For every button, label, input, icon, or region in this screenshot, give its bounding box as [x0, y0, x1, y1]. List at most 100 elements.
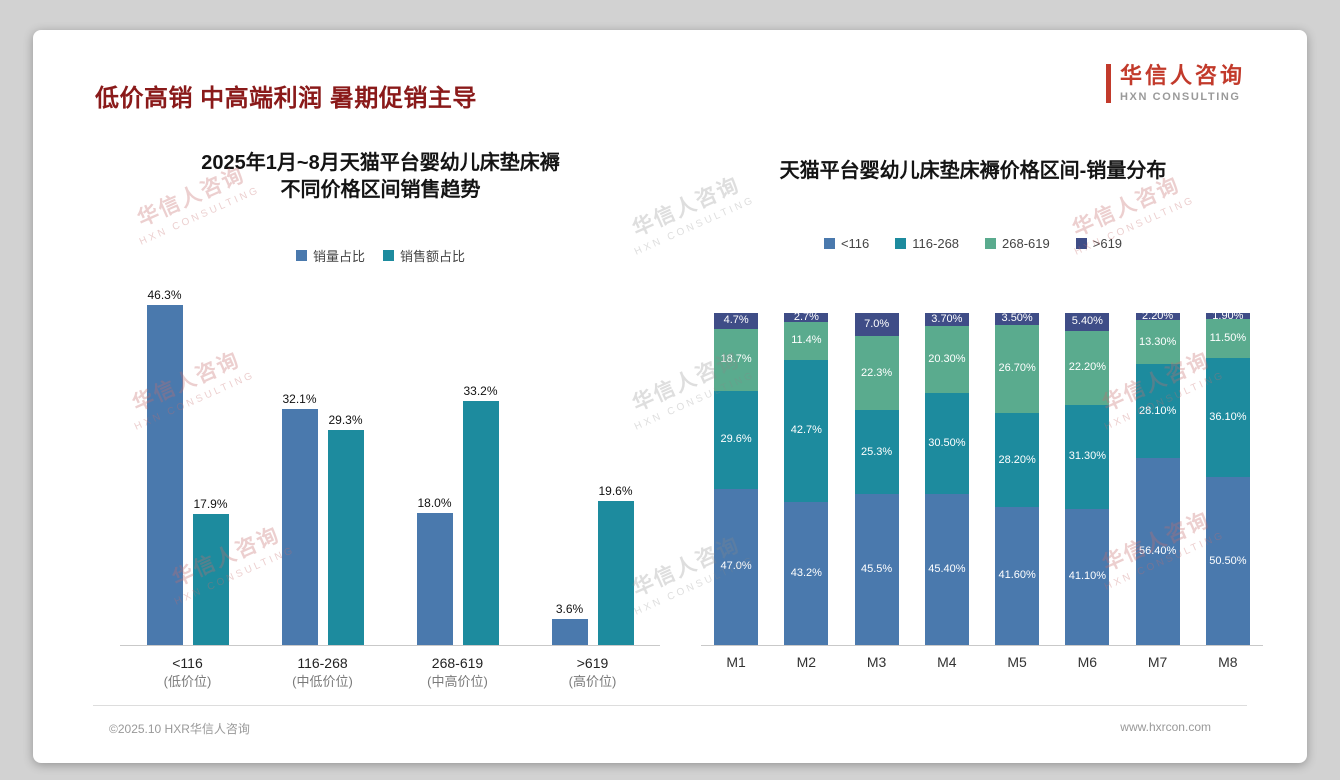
segment-value-label: 36.10% [1209, 410, 1247, 423]
bar-segment: 56.40% [1135, 457, 1180, 645]
bar [146, 305, 183, 645]
footer-divider [93, 705, 1247, 706]
bar [551, 618, 588, 645]
bar-segment: 2.7% [784, 311, 829, 324]
bar-segment: 1.90% [1205, 310, 1250, 321]
segment-value-label: 45.40% [928, 563, 966, 576]
segment-value-label: 31.30% [1068, 450, 1107, 463]
segment-value-label: 4.7% [723, 314, 749, 327]
left-chart-legend: 销量占比 销售额占比 [88, 246, 673, 265]
stacked-bar: 1.90% 11.50% 36.10% 50.50% M8 [1205, 310, 1250, 670]
segment-value-label: 11.4% [791, 334, 822, 347]
stacked-bar: 5.40% 22.20% 31.30% 41.10% M6 [1065, 313, 1110, 670]
bar-segment: 26.70% [995, 324, 1040, 414]
segment-value-label: 26.70% [998, 362, 1036, 375]
segment-value-label: 25.3% [861, 445, 893, 458]
legend-label: 销售额占比 [400, 249, 466, 264]
bar-segment: 31.30% [1065, 404, 1110, 509]
bar-value-label: 46.3% [147, 288, 182, 303]
legend-swatch [985, 238, 997, 249]
x-axis-label: M6 [1077, 654, 1098, 670]
bar [192, 513, 229, 645]
left-chart-title-line1: 2025年1月~8月天猫平台婴幼儿床垫床褥 [201, 152, 560, 174]
segment-value-label: 29.6% [720, 433, 752, 446]
legend-item: 销量占比 [295, 246, 365, 265]
segment-value-label: 56.40% [1138, 544, 1177, 557]
segment-value-label: 5.40% [1071, 315, 1103, 328]
stacked-bar: 3.50% 26.70% 28.20% 41.60% M5 [995, 313, 1040, 670]
x-axis-label: M5 [1007, 654, 1027, 670]
x-axis-label: M7 [1147, 654, 1168, 670]
legend-item: <116 [823, 236, 870, 251]
bar-value-label: 29.3% [328, 412, 363, 427]
stacked-bar: 3.70% 20.30% 30.50% 45.40% M4 [924, 313, 969, 670]
bar-segment: 4.7% [714, 313, 759, 329]
left-chart-title-line2: 不同价格区间销售趋势 [280, 179, 481, 201]
bar-column: 29.3% [327, 278, 364, 645]
bar-segment: 28.10% [1135, 364, 1180, 458]
bar-segment: 11.50% [1205, 319, 1250, 358]
bar-segment: 13.30% [1135, 320, 1180, 365]
x-axis-label: M3 [866, 654, 887, 670]
segment-value-label: 3.70% [931, 313, 963, 325]
bar-segment: 47.0% [714, 488, 759, 645]
bar-value-label: 3.6% [555, 601, 584, 616]
bar-segment: 30.50% [924, 393, 969, 495]
bar-segment: 5.40% [1065, 313, 1110, 331]
x-axis-label: <116 (低价位) [164, 653, 212, 692]
legend-swatch [895, 238, 907, 249]
brand-logo: 华信人咨询 HXN CONSULTING [1105, 63, 1245, 104]
x-axis-label: M1 [726, 654, 746, 670]
bar-segment: 11.4% [784, 321, 829, 360]
segment-value-label: 41.10% [1068, 570, 1107, 583]
legend-swatch [823, 238, 835, 249]
bar-value-label: 33.2% [463, 384, 498, 399]
bar-segment: 20.30% [924, 325, 969, 394]
segment-value-label: 2.7% [793, 311, 819, 324]
bar-segment: 2.20% [1135, 310, 1180, 323]
segment-value-label: 50.50% [1209, 554, 1247, 567]
logo-mark [1105, 64, 1111, 104]
logo-cn: 华信人咨询 [1119, 63, 1245, 88]
bar-value-label: 19.6% [598, 484, 633, 499]
segment-value-label: 28.10% [1138, 404, 1177, 417]
bar-segment: 41.60% [995, 506, 1040, 645]
x-axis-sublabel: (低价位) [163, 674, 212, 690]
legend-item: 销售额占比 [383, 246, 465, 265]
segment-value-label: 47.0% [720, 560, 752, 573]
x-axis-sublabel: (中高价位) [427, 674, 488, 690]
page-title: 低价高销 中高端利润 暑期促销主导 [95, 85, 477, 112]
legend-label: 销量占比 [312, 249, 365, 264]
segment-value-label: 30.50% [928, 437, 966, 450]
right-chart-plot: 4.7% 18.7% 29.6% 47.0% M1 2.7% 11.4% 42.7% 43.2%… [701, 310, 1263, 670]
legend-label: 116-268 [912, 236, 960, 251]
segment-value-label: 41.60% [998, 569, 1036, 582]
legend-label: 268-619 [1002, 236, 1050, 251]
bar [327, 429, 364, 645]
legend-label: <116 [840, 236, 870, 251]
bar [416, 512, 453, 645]
bar-segment: 25.3% [854, 410, 899, 495]
right-chart-title: 天猫平台婴幼儿床垫床褥价格区间-销量分布 [779, 160, 1167, 182]
legend-label: >619 [1092, 236, 1123, 251]
bar-segment: 50.50% [1205, 477, 1250, 645]
x-axis-category: >619 [576, 655, 609, 671]
segment-value-label: 11.50% [1209, 331, 1247, 344]
bar-segment: 45.5% [854, 494, 899, 645]
bar [597, 501, 634, 645]
segment-value-label: 2.20% [1142, 310, 1174, 323]
segment-value-label: 7.0% [864, 318, 890, 331]
stacked-bar: 7.0% 22.3% 25.3% 45.5% M3 [854, 313, 899, 670]
bar-segment: 45.40% [924, 494, 969, 645]
bar-group: 32.1% 29.3% 116-268 (中低价位) [281, 278, 364, 689]
bar-column: 18.0% [416, 278, 453, 645]
legend-item: >619 [1075, 236, 1123, 251]
segment-value-label: 18.7% [720, 353, 752, 366]
stacked-bar: 4.7% 18.7% 29.6% 47.0% M1 [714, 313, 759, 670]
segment-value-label: 22.20% [1068, 361, 1107, 374]
bar-segment: 22.20% [1065, 330, 1110, 405]
bar-value-label: 18.0% [417, 495, 452, 510]
footer-copyright: ©2025.10 HXR华信人咨询 [109, 722, 250, 736]
bar-segment: 42.7% [784, 359, 829, 502]
bar-segment: 22.3% [854, 336, 899, 411]
